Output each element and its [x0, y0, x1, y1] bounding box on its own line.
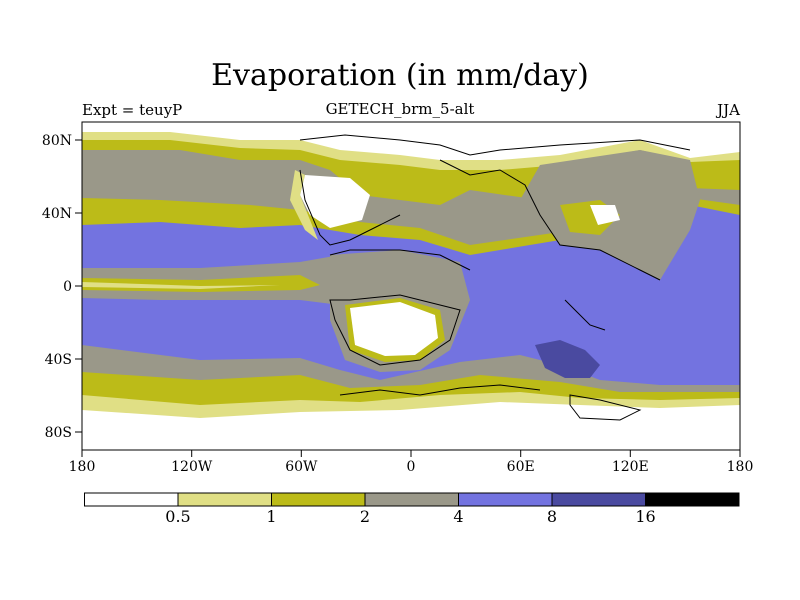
y-tick-label: 40S	[45, 352, 72, 368]
y-tick-label: 80S	[45, 425, 72, 441]
y-tick-label: 40N	[42, 206, 72, 222]
x-tick-label: 60W	[285, 459, 318, 475]
y-tick-label: 80N	[42, 133, 72, 149]
colorbar-label: 1	[266, 507, 276, 526]
experiment-label: Expt = teuyP	[82, 101, 183, 119]
y-axis-labels: 80N 40N 0 40S 80S	[42, 133, 72, 441]
colorbar-label: 2	[360, 507, 370, 526]
colorbar-swatch	[364, 492, 459, 507]
colorbar-label: 0.5	[165, 507, 190, 526]
colorbar	[84, 492, 740, 507]
tick-marks	[75, 139, 741, 457]
tropical-pale-strip	[82, 282, 280, 289]
north-america-dry	[300, 175, 370, 228]
colorbar-label: 16	[635, 507, 655, 526]
colorbar-swatch	[645, 492, 740, 507]
x-tick-label: 120W	[171, 459, 213, 475]
x-axis-labels: 180 120W 60W 0 60E 120E 180	[69, 459, 754, 475]
x-tick-label: 0	[407, 459, 416, 475]
colorbar-label: 4	[453, 507, 463, 526]
colorbar-label: 8	[547, 507, 557, 526]
dataset-label: GETECH_brm_5-alt	[325, 100, 475, 118]
colorbar-swatch	[84, 492, 179, 507]
colorbar-swatch	[177, 492, 272, 507]
map-plot-area	[82, 122, 740, 450]
colorbar-swatch	[551, 492, 646, 507]
coastlines	[299, 134, 691, 421]
x-tick-label: 180	[69, 459, 96, 475]
asia-dry-spot	[590, 205, 620, 225]
x-tick-label: 180	[727, 459, 754, 475]
north-america-pale	[290, 170, 318, 240]
season-label: JJA	[717, 101, 740, 119]
y-tick-label: 0	[63, 279, 72, 295]
band-white-antarctic	[82, 402, 740, 450]
x-tick-label: 60E	[507, 459, 535, 475]
colorbar-swatch	[458, 492, 553, 507]
x-tick-label: 120E	[612, 459, 649, 475]
gondwana-dry	[350, 302, 438, 356]
colorbar-labels: 0.5 1 2 4 8 16	[165, 507, 655, 526]
map-title: Evaporation (in mm/day)	[211, 58, 589, 93]
colorbar-swatch	[271, 492, 366, 507]
evaporation-maximum	[535, 340, 600, 378]
